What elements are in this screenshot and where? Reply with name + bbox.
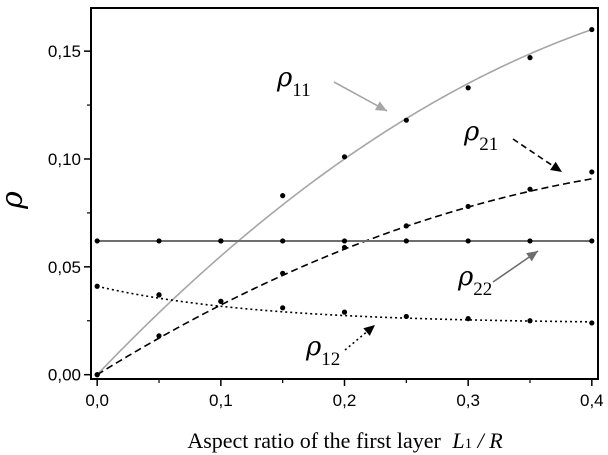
x-axis-label-text: Aspect ratio of the first layer (187, 428, 441, 453)
arrow-rho21-head (550, 161, 562, 172)
label-rho11: ρ11 (276, 63, 311, 101)
point-12-3 (280, 305, 286, 311)
points-layer (94, 26, 595, 378)
point-22-4 (341, 238, 348, 244)
point-21-1 (156, 333, 162, 339)
y-tick-label: 0,10 (48, 150, 81, 169)
point-12-8 (589, 320, 595, 326)
point-21-0 (94, 372, 100, 378)
point-12-0 (94, 283, 100, 289)
label-rho21-sub: 21 (479, 134, 498, 155)
point-22-2 (218, 238, 224, 244)
x-tick-label: 0,0 (85, 391, 109, 410)
y-tick-label: 0,15 (48, 42, 81, 61)
label-rho21-main: ρ (463, 117, 480, 147)
arrow-rho12-head (363, 325, 375, 336)
point-12-2 (218, 298, 224, 304)
point-22-0 (94, 238, 100, 244)
point-11-7 (527, 55, 533, 61)
point-11-4 (341, 154, 348, 160)
point-22-8 (589, 238, 595, 244)
x-tick-label: 0,4 (580, 391, 604, 410)
x-tick-label: 0,1 (209, 391, 233, 410)
point-22-3 (280, 238, 286, 244)
point-22-5 (403, 238, 409, 244)
x-axis-label: Aspect ratio of the first layer L1 / R (187, 428, 503, 453)
point-11-3 (280, 193, 286, 199)
label-rho12-main: ρ (305, 332, 322, 362)
label-rho22-sub: 22 (473, 279, 492, 300)
point-12-5 (403, 313, 409, 320)
point-22-6 (465, 238, 471, 244)
series-line-11 (96, 28, 593, 376)
point-21-7 (527, 186, 533, 192)
x-tick-label: 0,2 (333, 391, 357, 410)
curves-layer (96, 28, 593, 376)
x-axis-label-var-sub: 1 (465, 436, 473, 452)
arrow-rho12-shaft (344, 324, 376, 351)
label-rho22: ρ22 (457, 262, 492, 300)
point-22-7 (527, 238, 533, 244)
series-line-21 (96, 178, 592, 376)
x-axis-label-rest: / R (472, 428, 503, 453)
point-12-7 (527, 318, 533, 324)
series-line-12 (97, 285, 592, 323)
point-11-6 (465, 85, 471, 91)
point-12-6 (465, 316, 471, 322)
point-21-4 (341, 244, 348, 251)
label-rho11-main: ρ (276, 63, 293, 93)
label-rho12: ρ12 (305, 332, 340, 370)
label-rho22-main: ρ (457, 262, 474, 292)
point-21-6 (465, 203, 471, 210)
arrow-rho22-head (526, 251, 538, 262)
point-21-8 (589, 169, 595, 175)
y-axis-label: ρ (0, 191, 30, 210)
point-11-5 (403, 117, 409, 123)
label-rho12-sub: 12 (321, 349, 340, 370)
arrow-rho11-head (374, 101, 387, 111)
point-12-4 (341, 309, 348, 315)
y-tick-label: 0,00 (48, 366, 81, 385)
label-rho11-sub: 11 (292, 80, 310, 101)
point-12-1 (156, 292, 162, 298)
arrows-layer (333, 81, 563, 351)
y-tick-label: 0,05 (48, 258, 81, 277)
point-11-8 (589, 26, 595, 33)
ticks-layer: 0,0 0,1 0,2 0,3 0,4 0,00 0,05 0,10 0,15 (48, 42, 604, 410)
point-21-3 (280, 270, 286, 276)
point-22-1 (156, 238, 162, 244)
x-axis-label-var: L (451, 428, 464, 453)
x-tick-label: 0,3 (456, 391, 480, 410)
label-rho21: ρ21 (463, 117, 498, 155)
point-21-5 (403, 223, 409, 229)
